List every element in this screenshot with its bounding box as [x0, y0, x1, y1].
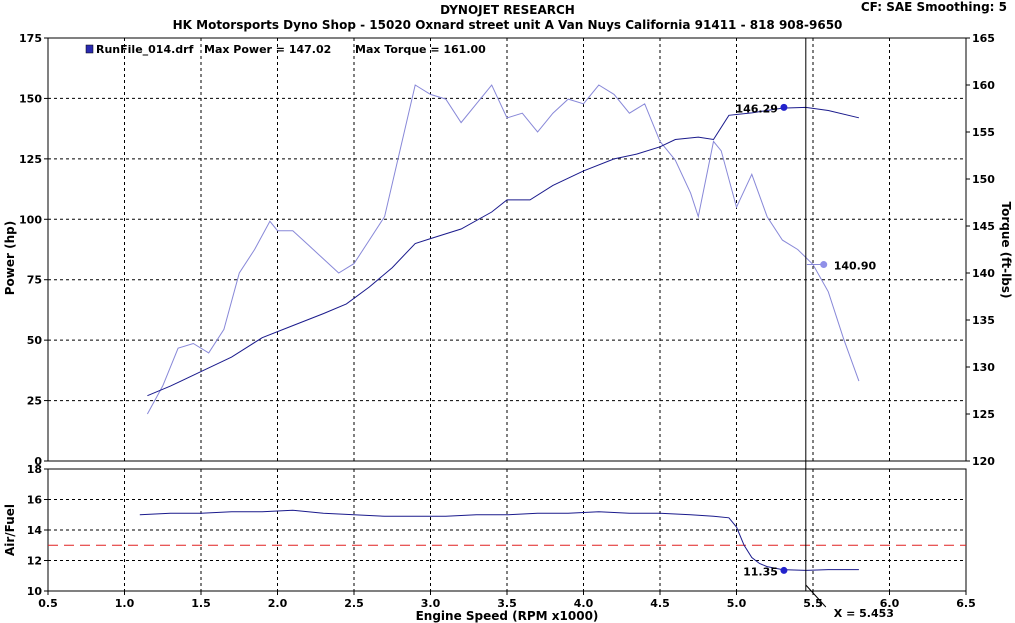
cursor-pointer [805, 584, 827, 608]
afr-axis-ticks: 10 12 14 16 18 [27, 463, 48, 598]
x-tick-label: 2.0 [268, 597, 288, 610]
x-tick-label: 6.5 [956, 597, 976, 610]
power-tick-label: 150 [19, 92, 42, 105]
afr-line [139, 509, 859, 571]
power-marker [780, 103, 788, 111]
torque-tick-label: 130 [972, 361, 995, 374]
x-tick-label: 4.5 [650, 597, 670, 610]
y-axis-title-power: Power (hp) [3, 221, 17, 295]
torque-tick-label: 120 [972, 455, 995, 468]
power-axis-ticks: 0 25 50 75 100 125 150 175 [19, 32, 48, 468]
torque-tick-label: 140 [972, 267, 995, 280]
y-axis-title-afr: Air/Fuel [3, 504, 17, 556]
cursor-readout: X = 5.453 [834, 607, 894, 620]
power-tick-label: 25 [27, 395, 42, 408]
afr-grid [48, 469, 966, 591]
torque-marker [820, 261, 828, 269]
x-axis-ticks: 0.5 1.0 1.5 2.0 2.5 3.0 3.5 4.0 4.5 5.0 5.5 6.0 6.5 [38, 591, 976, 610]
y-axis-title-torque: Torque (ft-lbs) [999, 202, 1013, 299]
torque-tick-label: 125 [972, 408, 995, 421]
torque-tick-label: 135 [972, 314, 995, 327]
power-tick-label: 125 [19, 153, 42, 166]
torque-tick-label: 145 [972, 220, 995, 233]
power-tick-label: 100 [19, 213, 42, 226]
afr-marker [780, 566, 788, 574]
power-torque-panel: 0 25 50 75 100 125 150 175 120 125 130 135 140 145 15… [19, 32, 995, 468]
power-marker-label: 146.29 [735, 102, 777, 115]
air-fuel-panel: 10 12 14 16 18 11.35 [27, 463, 967, 598]
correction-smoothing-info: CF: SAE Smoothing: 5 [860, 0, 1007, 14]
afr-tick-label: 16 [27, 494, 43, 507]
x-tick-label: 1.5 [191, 597, 211, 610]
afr-tick-label: 14 [27, 524, 43, 537]
power-tick-label: 175 [19, 32, 42, 45]
afr-marker-label: 11.35 [743, 565, 778, 578]
power-tick-label: 0 [34, 455, 42, 468]
chart-header: DYNOJET RESEARCH HK Motorsports Dyno Sho… [0, 0, 1015, 36]
x-tick-label: 5.5 [803, 597, 823, 610]
x-tick-label: 2.5 [344, 597, 364, 610]
afr-cursor-marker: 11.35 [743, 565, 788, 578]
power-line [147, 106, 860, 397]
cursor-markers: 146.29 140.90 [735, 102, 876, 272]
legend-max-power: Max Power = 147.02 [204, 43, 331, 56]
x-tick-label: 0.5 [38, 597, 58, 610]
torque-marker-label: 140.90 [834, 260, 877, 273]
torque-tick-label: 165 [972, 32, 995, 45]
torque-tick-label: 150 [972, 173, 995, 186]
shop-info: HK Motorsports Dyno Shop - 15020 Oxnard … [172, 18, 843, 32]
main-grid [48, 38, 966, 461]
x-tick-label: 3.5 [497, 597, 517, 610]
torque-tick-label: 155 [972, 126, 995, 139]
x-tick-label: 5.0 [727, 597, 747, 610]
legend-run-file: RunFile_014.drf [96, 43, 194, 56]
x-tick-label: 3.0 [421, 597, 441, 610]
power-tick-label: 50 [27, 334, 43, 347]
chart-title: DYNOJET RESEARCH [440, 3, 575, 17]
torque-line [146, 84, 860, 415]
x-tick-label: 4.0 [574, 597, 594, 610]
torque-axis-ticks: 120 125 130 135 140 145 150 155 160 165 [966, 32, 995, 468]
afr-tick-label: 18 [27, 463, 42, 476]
afr-tick-label: 12 [27, 555, 42, 568]
x-tick-label: 1.0 [115, 597, 135, 610]
x-axis-title: Engine Speed (RPM x1000) [416, 609, 599, 623]
x-tick-label: 6.0 [880, 597, 900, 610]
power-tick-label: 75 [27, 274, 42, 287]
afr-tick-label: 10 [27, 585, 43, 598]
torque-tick-label: 160 [972, 79, 995, 92]
legend-swatch [85, 44, 94, 54]
legend-max-torque: Max Torque = 161.00 [355, 43, 486, 56]
